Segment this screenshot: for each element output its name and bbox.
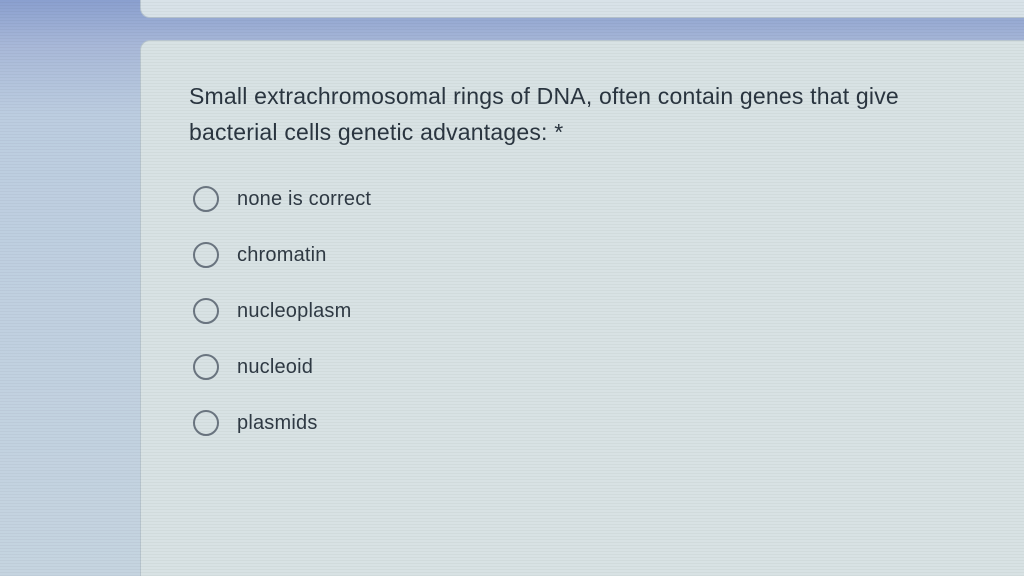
option-none-is-correct[interactable]: none is correct bbox=[193, 186, 976, 212]
option-label: none is correct bbox=[237, 188, 371, 211]
option-nucleoid[interactable]: nucleoid bbox=[193, 354, 976, 380]
option-label: nucleoplasm bbox=[237, 300, 352, 323]
question-card: Small extrachromosomal rings of DNA, oft… bbox=[140, 40, 1024, 576]
option-label: chromatin bbox=[237, 244, 327, 267]
option-label: plasmids bbox=[237, 412, 318, 435]
radio-icon bbox=[193, 410, 219, 436]
option-nucleoplasm[interactable]: nucleoplasm bbox=[193, 298, 976, 324]
radio-icon bbox=[193, 242, 219, 268]
question-text: Small extrachromosomal rings of DNA, oft… bbox=[189, 79, 976, 150]
radio-icon bbox=[193, 354, 219, 380]
previous-card-edge bbox=[140, 0, 1024, 18]
radio-icon bbox=[193, 298, 219, 324]
option-label: nucleoid bbox=[237, 356, 313, 379]
option-chromatin[interactable]: chromatin bbox=[193, 242, 976, 268]
option-plasmids[interactable]: plasmids bbox=[193, 410, 976, 436]
options-group: none is correct chromatin nucleoplasm nu… bbox=[189, 186, 976, 436]
radio-icon bbox=[193, 186, 219, 212]
